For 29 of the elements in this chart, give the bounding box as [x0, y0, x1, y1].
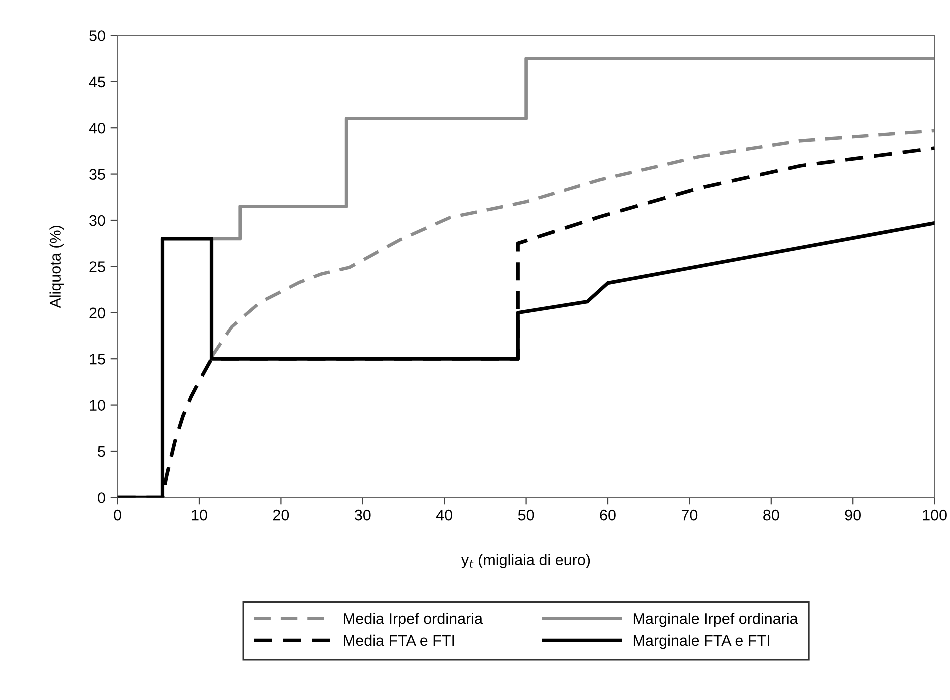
line-series — [210, 57, 935, 241]
x-tick-label: 10 — [192, 510, 208, 521]
x-tick-label: 80 — [764, 510, 780, 521]
legend-label: Marginale FTA e FTI — [634, 634, 770, 650]
y-tick-label: 45 — [89, 76, 106, 88]
x-tick-label: 20 — [273, 510, 290, 521]
x-tick-label: 50 — [518, 510, 534, 521]
legend-label: Media Irpef ordinaria — [344, 613, 484, 628]
x-tick-label: 90 — [845, 510, 861, 521]
y-tick-label: 10 — [90, 400, 106, 411]
x-axis-title: y$_{t}$ (migliaia di euro) — [461, 554, 590, 569]
y-tick-label: 30 — [90, 215, 106, 226]
y-tick-label: 0 — [98, 492, 106, 504]
x-tick-label: 100 — [923, 510, 947, 521]
legend-label: Marginale Irpef ordinaria — [634, 613, 798, 628]
y-tick-label: 5 — [98, 446, 106, 458]
y-tick-label: 20 — [90, 308, 106, 319]
y-axis-title: Aliquota (%) — [50, 226, 64, 308]
x-tick-label: 60 — [600, 510, 616, 521]
x-tick-label: 70 — [682, 510, 698, 521]
y-tick-label: 50 — [90, 30, 106, 42]
y-tick-label: 35 — [90, 169, 106, 180]
y-tick-label: 40 — [89, 122, 106, 134]
x-tick-label: 30 — [354, 510, 371, 521]
legend-label: Media FTA e FTI — [344, 634, 454, 646]
x-tick-label: 40 — [436, 510, 452, 521]
y-tick-label: 15 — [90, 354, 106, 365]
x-tick-label: 0 — [114, 510, 122, 521]
y-tick-label: 25 — [90, 262, 106, 272]
